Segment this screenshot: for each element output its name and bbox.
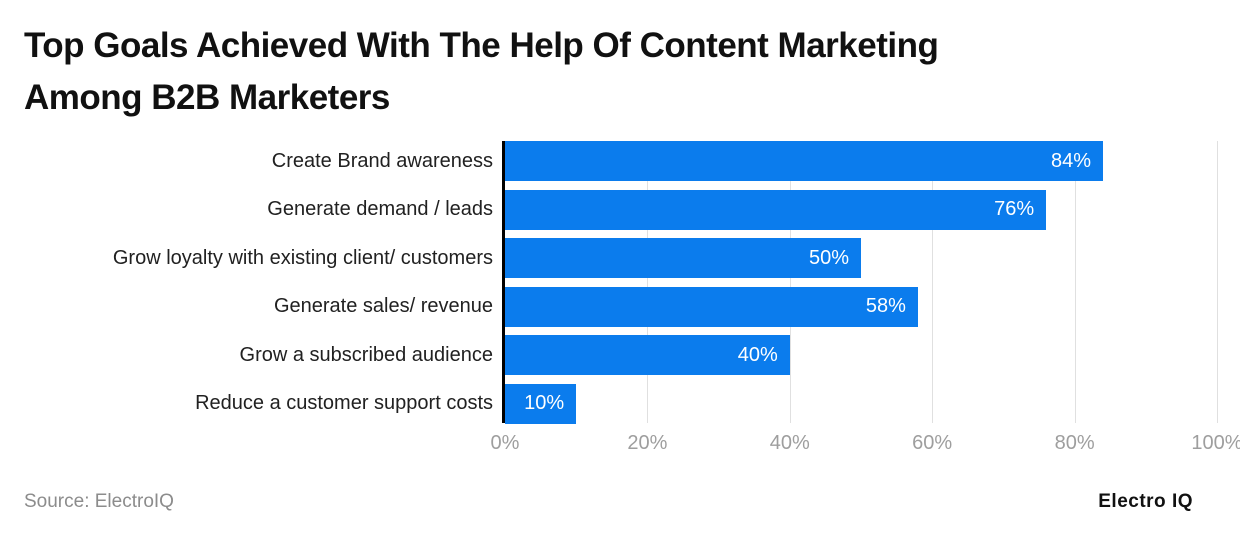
chart-title: Top Goals Achieved With The Help Of Cont…: [24, 20, 1216, 124]
bar-value-label: 50%: [808, 246, 849, 269]
bar: 76%: [505, 189, 1047, 230]
bar-value-label: 84%: [1051, 149, 1092, 172]
bar-value-label: 76%: [994, 198, 1035, 220]
bar: 84%: [505, 141, 1104, 181]
category-label: Generate sales/ revenue: [273, 295, 493, 317]
category-label: Create Brand awareness: [271, 149, 493, 172]
bar-track: 40%: [505, 335, 1217, 375]
bar-chart: Create Brand awareness 84% Generate demand…: [0, 141, 1240, 454]
chart-title-line2: Among B2B Marketers: [24, 78, 390, 117]
gridline: [932, 141, 934, 423]
chart-row: Generate demand / leads 76%: [0, 189, 1240, 230]
gridline: [647, 141, 649, 423]
bar-track: 50%: [505, 238, 1217, 278]
bar: 40%: [505, 335, 790, 375]
bar-track: 10%: [505, 383, 1217, 424]
bar-track: 76%: [505, 189, 1217, 230]
chart-title-line1: Top Goals Achieved With The Help Of Cont…: [24, 26, 939, 65]
chart-row: Reduce a customer support costs 10%: [0, 383, 1240, 424]
x-tick-label: 20%: [627, 432, 668, 454]
bar-track: 58%: [505, 286, 1217, 327]
y-axis-line: [502, 141, 505, 423]
x-axis: 0% 20% 40% 60% 80% 100%: [491, 432, 1240, 458]
chart-row: Create Brand awareness 84%: [0, 141, 1240, 181]
gridline: [1217, 141, 1218, 423]
category-label: Generate demand / leads: [267, 198, 493, 220]
source-label: Source: ElectroIQ: [24, 491, 174, 512]
category-label: Grow loyalty with existing client/ custo…: [112, 246, 493, 269]
plot-area: [502, 141, 1218, 423]
chart-row: Grow a subscribed audience 40%: [0, 335, 1240, 375]
bar-value-label: 10%: [524, 392, 565, 414]
bar-value-label: 40%: [737, 343, 778, 366]
bar: 10%: [505, 383, 577, 424]
x-tick-label: 80%: [1054, 432, 1095, 454]
x-tick-label: 40%: [769, 432, 810, 454]
x-tick-label: 60%: [912, 432, 953, 454]
x-tick-label: 0%: [490, 432, 520, 454]
category-label: Reduce a customer support costs: [195, 392, 493, 414]
chart-row: Generate sales/ revenue 58%: [0, 286, 1240, 327]
chart-row: Grow loyalty with existing client/ custo…: [0, 238, 1240, 278]
footer: Source: ElectroIQ Electro IQ: [24, 491, 1193, 513]
gridline: [789, 141, 791, 423]
bar-value-label: 58%: [865, 295, 906, 317]
bar: 50%: [505, 238, 861, 278]
chart-rows: Create Brand awareness 84% Generate demand…: [0, 141, 1240, 424]
gridline: [1074, 141, 1076, 423]
bar: 58%: [505, 286, 918, 327]
brand-logo: Electro IQ: [1098, 491, 1193, 512]
x-tick-label: 100%: [1191, 432, 1240, 454]
bar-track: 84%: [505, 141, 1217, 181]
category-label: Grow a subscribed audience: [239, 343, 493, 366]
